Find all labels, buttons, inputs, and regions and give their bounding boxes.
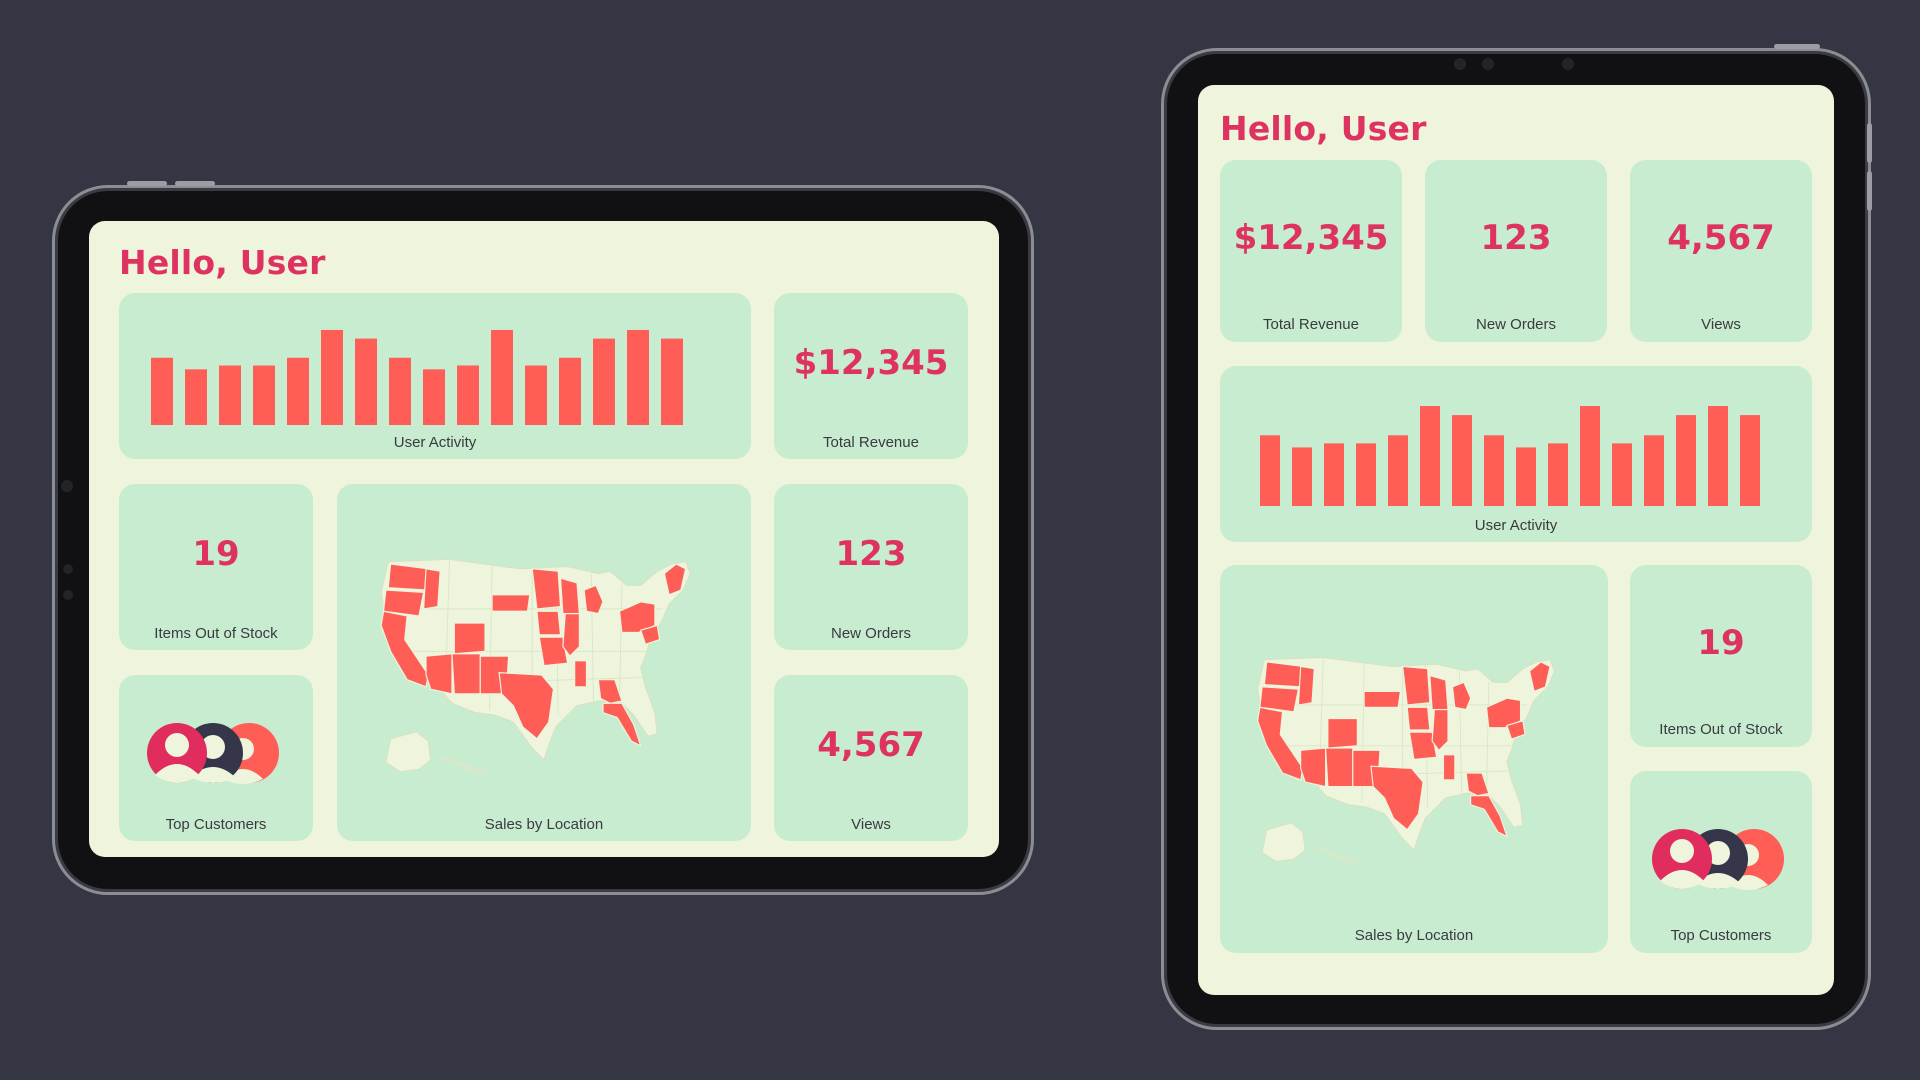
sensor-dot	[1482, 58, 1494, 70]
top-button-2	[175, 181, 215, 186]
views-label: Views	[851, 816, 891, 833]
activity-bar	[219, 365, 241, 425]
top-button	[1774, 44, 1820, 49]
activity-bar	[593, 338, 615, 425]
activity-bar	[1420, 406, 1440, 506]
activity-bar	[1356, 443, 1376, 506]
sales-by-location-card[interactable]: Sales by Location	[1220, 565, 1608, 953]
activity-bar	[1644, 435, 1664, 506]
total-revenue-card[interactable]: $12,345 Total Revenue	[774, 293, 968, 459]
items-out-of-stock-value: 19	[192, 534, 240, 574]
front-camera	[1454, 58, 1466, 70]
total-revenue-label: Total Revenue	[1263, 316, 1359, 333]
activity-bar	[1548, 443, 1568, 506]
new-orders-value: 123	[1480, 218, 1552, 258]
customer-avatars-icon	[147, 723, 279, 784]
new-orders-label: New Orders	[830, 625, 912, 642]
user-activity-label: User Activity	[393, 434, 477, 451]
total-revenue-card[interactable]: $12,345 Total Revenue	[1220, 160, 1402, 342]
activity-bar	[491, 329, 513, 425]
top-customers-label: Top Customers	[1670, 927, 1772, 944]
user-activity-card[interactable]: User Activity	[119, 293, 751, 459]
front-camera	[61, 480, 73, 492]
activity-bar	[1324, 443, 1344, 506]
total-revenue-label: Total Revenue	[823, 434, 919, 451]
activity-bar	[355, 338, 377, 425]
activity-bar	[1676, 415, 1696, 506]
user-activity-chart	[1260, 406, 1760, 506]
activity-bar	[1388, 435, 1408, 506]
top-button	[127, 181, 167, 186]
sensor-dot	[1562, 58, 1574, 70]
activity-bar	[185, 369, 207, 425]
total-revenue-value: $12,345	[793, 343, 949, 383]
sensor-dot	[63, 564, 73, 574]
activity-bar	[389, 357, 411, 425]
total-revenue-value: $12,345	[1233, 218, 1389, 258]
activity-bar	[661, 338, 683, 425]
top-customers-card[interactable]: Top Customers	[119, 675, 313, 841]
activity-bar	[1516, 447, 1536, 506]
items-out-of-stock-card[interactable]: 19 Items Out of Stock	[119, 484, 313, 650]
views-card[interactable]: 4,567 Views	[774, 675, 968, 841]
activity-bar	[423, 369, 445, 425]
sensor-dot	[63, 590, 73, 600]
activity-bar	[1484, 435, 1504, 506]
tablet-portrait: Hello, User $12,345 Total Revenue 123 Ne…	[1161, 44, 1872, 1030]
activity-bar	[287, 357, 309, 425]
page-title: Hello, User	[119, 243, 326, 282]
us-sales-map	[1255, 655, 1557, 864]
top-customers-card[interactable]: Top Customers	[1630, 771, 1812, 953]
user-activity-chart	[151, 329, 683, 425]
sales-by-location-label: Sales by Location	[1354, 927, 1474, 944]
activity-bar	[457, 365, 479, 425]
us-sales-map	[379, 557, 693, 774]
views-card[interactable]: 4,567 Views	[1630, 160, 1812, 342]
side-button	[1867, 123, 1872, 163]
activity-bar	[627, 329, 649, 425]
screen: Hello, User $12,345 Total Revenue 123 Ne…	[1198, 85, 1834, 995]
new-orders-card[interactable]: 123 New Orders	[1425, 160, 1607, 342]
top-customers-label: Top Customers	[165, 816, 267, 833]
new-orders-label: New Orders	[1475, 316, 1557, 333]
views-value: 4,567	[817, 725, 925, 765]
activity-bar	[1580, 406, 1600, 506]
activity-bar	[151, 357, 173, 425]
tablet-landscape: Hello, User User Activity $12,345 Total …	[52, 181, 1034, 895]
activity-bar	[1612, 443, 1632, 506]
views-label: Views	[1701, 316, 1741, 333]
items-out-of-stock-label: Items Out of Stock	[1659, 721, 1783, 738]
activity-bar	[559, 357, 581, 425]
user-activity-card[interactable]: User Activity	[1220, 366, 1812, 542]
sales-by-location-card[interactable]: Sales by Location	[337, 484, 751, 841]
new-orders-card[interactable]: 123 New Orders	[774, 484, 968, 650]
side-button-2	[1867, 171, 1872, 211]
activity-bar	[321, 329, 343, 425]
items-out-of-stock-label: Items Out of Stock	[154, 625, 278, 642]
user-activity-label: User Activity	[1474, 517, 1558, 534]
items-out-of-stock-card[interactable]: 19 Items Out of Stock	[1630, 565, 1812, 747]
activity-bar	[1260, 435, 1280, 506]
activity-bar	[525, 365, 547, 425]
activity-bar	[1452, 415, 1472, 506]
customer-avatars-icon	[1652, 829, 1784, 890]
page-title: Hello, User	[1220, 109, 1427, 148]
new-orders-value: 123	[835, 534, 907, 574]
activity-bar	[1292, 447, 1312, 506]
items-out-of-stock-value: 19	[1697, 623, 1745, 663]
activity-bar	[253, 365, 275, 425]
views-value: 4,567	[1667, 218, 1775, 258]
screen: Hello, User User Activity $12,345 Total …	[89, 221, 999, 857]
activity-bar	[1740, 415, 1760, 506]
activity-bar	[1708, 406, 1728, 506]
sales-by-location-label: Sales by Location	[484, 816, 604, 833]
